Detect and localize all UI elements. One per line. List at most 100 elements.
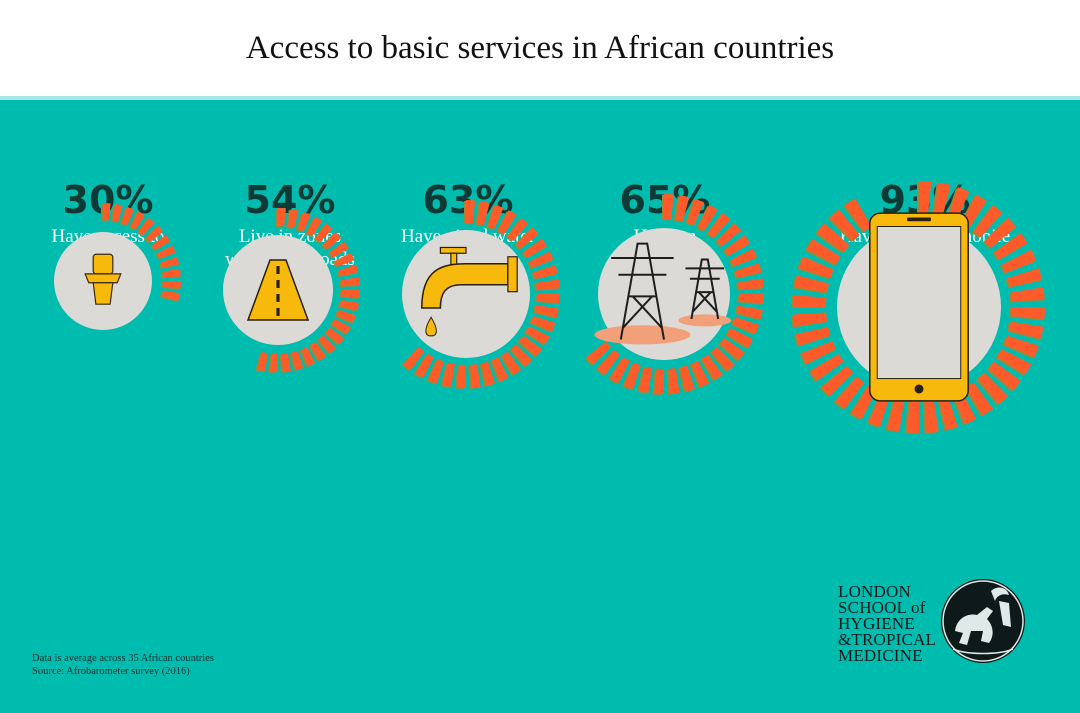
water-tap-icon: [421, 246, 518, 337]
ring-segment: [152, 235, 171, 251]
ring-segment: [491, 357, 509, 382]
ring-segment: [933, 182, 951, 217]
ring-segment: [1009, 321, 1044, 339]
ring-segment: [428, 359, 445, 384]
ring-segment: [984, 217, 1017, 248]
ring-segment: [794, 275, 829, 293]
ring-segment: [735, 263, 762, 278]
pylon-shadow: [678, 314, 732, 327]
ring-segment: [887, 397, 905, 432]
ring-segment: [511, 344, 533, 367]
ring-segment: [501, 351, 522, 376]
ring-segment: [162, 290, 181, 301]
ring-segment: [664, 194, 674, 220]
crest-ring: [942, 580, 1024, 662]
page-title: Access to basic services in African coun…: [245, 30, 835, 66]
lshtm-crest-icon: [941, 579, 1025, 663]
ring-segment: [516, 227, 539, 249]
ring-segment: [623, 362, 641, 390]
ring-segment: [1010, 287, 1045, 302]
ring-segment: [466, 200, 476, 224]
ring-segment: [310, 341, 327, 361]
ring-segment: [586, 341, 611, 365]
water-drop: [425, 316, 437, 337]
road-marking: [276, 266, 280, 274]
phone-speaker: [907, 217, 931, 222]
crest-rider: [991, 587, 1011, 627]
road-marking: [276, 280, 280, 288]
logo-line: LONDON: [838, 582, 911, 601]
ring-segment: [795, 327, 831, 346]
ring-segment: [112, 203, 123, 222]
progress-ring: [584, 194, 764, 395]
ring-segment: [341, 290, 360, 298]
ring-segment: [817, 223, 850, 253]
ring-segment: [536, 294, 560, 304]
ring-segment: [498, 210, 517, 235]
ring-segment: [270, 353, 278, 372]
ring-segment: [341, 277, 360, 287]
ring-segment: [161, 256, 180, 268]
ring-segment: [821, 366, 854, 397]
ring-segment: [157, 245, 176, 259]
phone-home-button: [914, 384, 924, 394]
progress-ring: [401, 200, 560, 389]
progress-ring: [791, 181, 1045, 434]
ring-segment: [487, 204, 504, 229]
ring-segment: [806, 239, 841, 265]
ring-segment: [654, 368, 664, 394]
ring-segment: [668, 368, 680, 394]
ring-segment: [121, 206, 135, 226]
road-icon: [246, 259, 310, 321]
ring-segment: [701, 354, 723, 381]
ring-segment: [724, 235, 751, 257]
logo-line: HYGIENE: [838, 614, 915, 633]
ring-segment: [519, 335, 543, 357]
progress-ring: [255, 208, 360, 373]
ring-segment: [997, 349, 1032, 375]
ring-segment: [966, 382, 994, 416]
ring-segment: [793, 312, 828, 327]
ring-segment: [793, 294, 827, 307]
ring-segment: [130, 211, 146, 230]
ring-segment: [829, 209, 860, 242]
ring-segment: [799, 256, 834, 279]
ring-segment: [456, 364, 466, 388]
ring-segment: [288, 209, 299, 229]
chart-panel: 30%Have access tosewerage54%Live in zone…: [0, 100, 1080, 713]
ring-segment: [103, 203, 111, 221]
ring-segment: [525, 326, 550, 345]
ring-segment: [1004, 335, 1039, 358]
road-marking: [276, 308, 280, 316]
progress-ring: [101, 203, 181, 302]
lshtm-logo-text: LONDON SCHOOL of HYGIENE &TROPICAL MEDIC…: [838, 582, 948, 664]
header-divider: [0, 96, 1080, 100]
crest-ground: [952, 648, 1014, 655]
radial-progress-chart: 30%Have access tosewerage54%Live in zone…: [52, 178, 1045, 663]
tap-pipe: [507, 256, 518, 293]
toilet-icon: [84, 253, 122, 305]
ring-segment: [415, 353, 434, 378]
ring-segment: [403, 347, 425, 371]
ring-segment: [325, 327, 345, 345]
pylon-shadow: [594, 325, 691, 345]
ring-segment: [331, 319, 352, 335]
ring-segment: [835, 376, 865, 409]
ring-segment: [307, 216, 323, 237]
ring-segment: [810, 354, 844, 382]
ring-segment: [534, 305, 559, 318]
ring-segment: [329, 241, 349, 258]
ring-segment: [924, 398, 939, 433]
ring-segment: [339, 300, 359, 311]
ring-segment: [680, 365, 695, 392]
road-marking: [276, 294, 280, 302]
ring-segment: [675, 195, 690, 222]
ring-segment: [736, 305, 763, 320]
ring-segment: [257, 351, 268, 371]
ring-segment: [533, 264, 558, 279]
ring-segment: [939, 395, 958, 431]
ring-segment: [338, 264, 359, 277]
ring-segment: [727, 328, 754, 348]
ring-segment: [717, 223, 742, 247]
ring-segment: [507, 217, 529, 241]
